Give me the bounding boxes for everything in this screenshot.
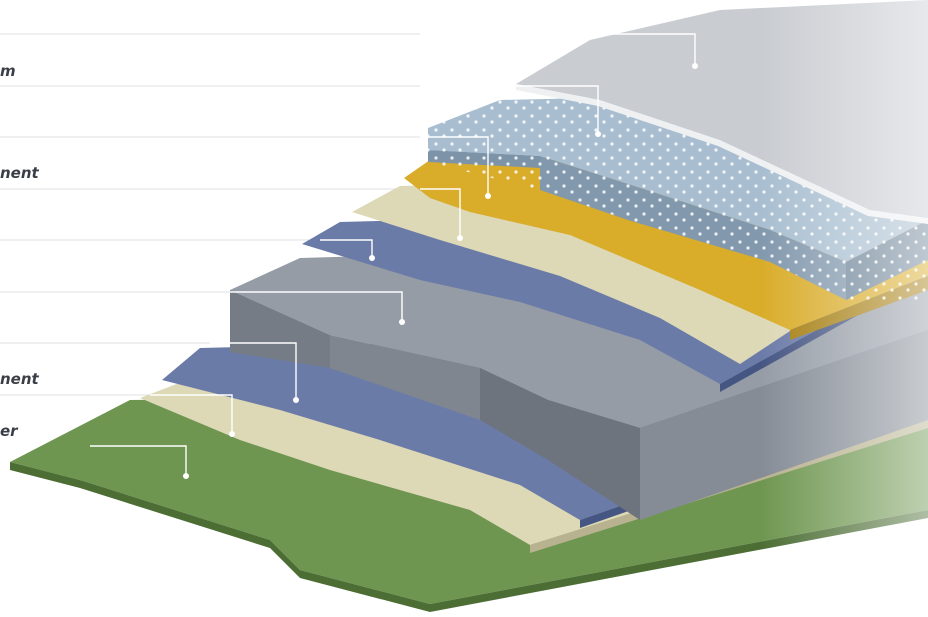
right-fade: [760, 0, 928, 617]
label-layer-3: nent: [0, 164, 39, 182]
label-top-layer: m: [0, 62, 16, 80]
leader-lines: [90, 33, 696, 476]
leader-dots: [183, 63, 698, 479]
label-layer-8: er: [0, 422, 18, 440]
label-layer-7: nent: [0, 370, 39, 388]
